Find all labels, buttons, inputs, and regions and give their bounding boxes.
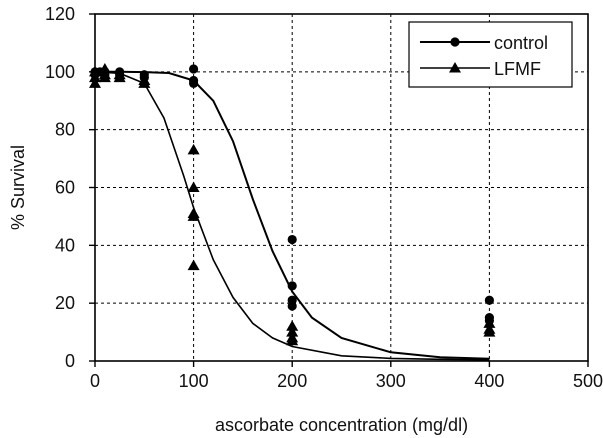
lfmf-point — [286, 320, 299, 331]
control-point — [287, 281, 297, 291]
lfmf-point — [113, 71, 126, 83]
y-tick-label: 20 — [55, 293, 75, 313]
control-point — [189, 78, 199, 88]
lfmf-point — [98, 71, 111, 83]
x-tick-label: 0 — [90, 371, 100, 391]
lfmf-point — [483, 317, 496, 328]
x-tick-label: 300 — [376, 371, 406, 391]
curve-control — [95, 70, 490, 360]
lfmf-point — [187, 181, 200, 192]
legend-marker-lfmf — [449, 62, 461, 73]
y-tick-label: 40 — [55, 235, 75, 255]
y-axis-title: % Survival — [8, 145, 28, 230]
lfmf-point — [187, 210, 200, 221]
lfmf-point — [286, 334, 299, 346]
lfmf-point — [98, 62, 111, 74]
y-tick-label: 0 — [65, 351, 75, 371]
lfmf-point — [483, 326, 496, 337]
point-layer — [89, 62, 496, 346]
y-tick-label: 60 — [55, 178, 75, 198]
x-axis-title: ascorbate concentration (mg/dl) — [215, 415, 468, 435]
curve-layer — [94, 70, 490, 361]
legend-marker-control — [450, 37, 460, 47]
x-tick-label: 500 — [573, 371, 603, 391]
tick-layer: 0 100 200 300 400 500 0 20 40 60 80 100 120 — [45, 4, 603, 391]
legend-label-control: control — [494, 33, 548, 53]
control-point — [287, 301, 297, 311]
y-tick-label: 100 — [45, 62, 75, 82]
curve-lfmf — [94, 71, 490, 361]
legend-entries: control LFMF — [420, 33, 548, 79]
legend-box — [408, 21, 573, 88]
y-tick-label: 120 — [45, 4, 75, 24]
control-point — [484, 295, 494, 305]
x-tick-label: 200 — [277, 371, 307, 391]
control-point — [189, 64, 199, 74]
lfmf-point — [138, 77, 151, 88]
control-point — [287, 234, 297, 245]
x-tick-label: 400 — [474, 371, 504, 391]
y-tick-label: 80 — [55, 120, 75, 140]
legend-label-lfmf: LFMF — [494, 59, 541, 79]
lfmf-point — [187, 259, 200, 271]
x-tick-label: 100 — [179, 371, 209, 391]
lfmf-point — [187, 143, 200, 155]
lfmf-point — [286, 326, 299, 337]
legend: control LFMF — [408, 21, 573, 88]
